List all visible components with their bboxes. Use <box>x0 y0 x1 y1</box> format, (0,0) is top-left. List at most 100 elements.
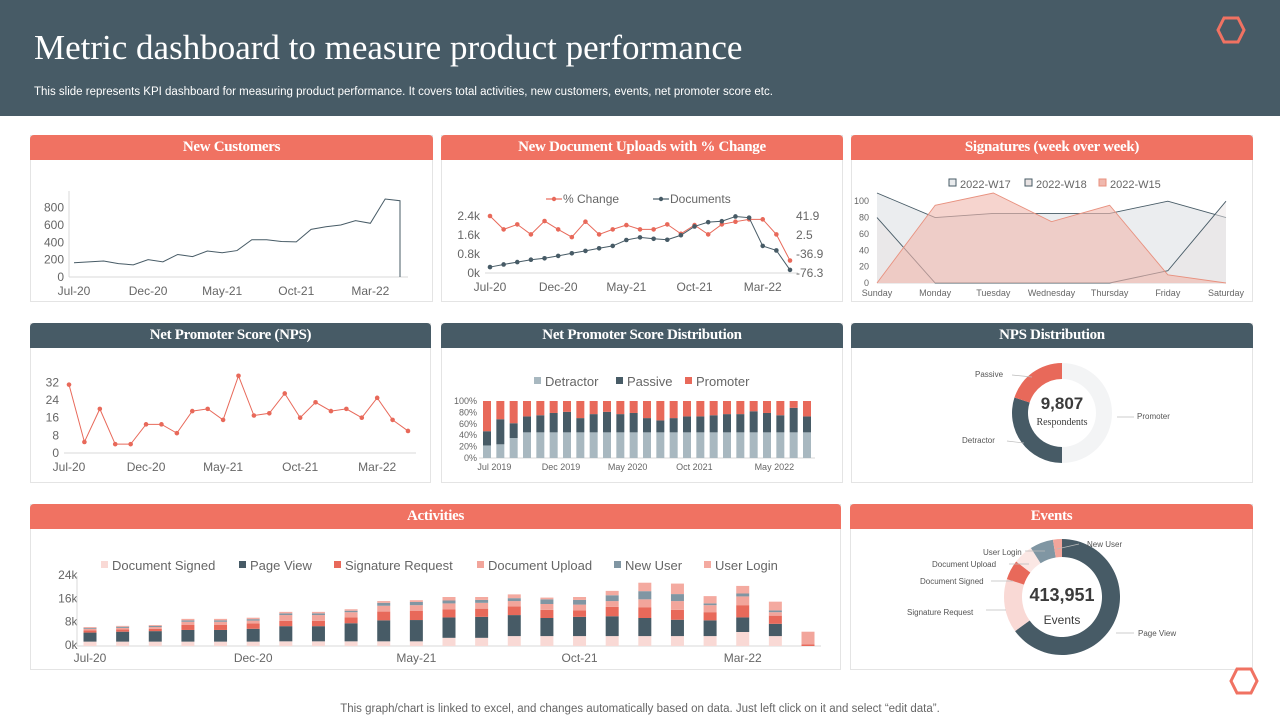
bar-segment-passive <box>763 412 771 433</box>
bar-segment-document-signed <box>311 641 325 646</box>
x-tick-label: Oct-21 <box>677 280 713 294</box>
x-tick-label: Jul-20 <box>474 280 507 294</box>
data-point <box>746 215 752 220</box>
bar-segment-page-view <box>736 617 750 632</box>
data-point <box>97 406 103 412</box>
legend-swatch <box>1098 178 1107 187</box>
bar-segment-page-view <box>148 631 162 642</box>
bar-segment-user-login <box>670 583 684 595</box>
signatures-chart: 0 20 40 60 80 100 Sunday Monday Tuesday Wednesday… <box>854 178 1245 298</box>
legend-swatch <box>704 561 711 568</box>
data-point <box>528 257 534 262</box>
panel-title: Activities <box>30 504 841 529</box>
legend-label: 2022-W15 <box>1110 179 1161 191</box>
y-tick-label: 0.8k <box>457 247 481 261</box>
bar-segment-user-login <box>703 596 717 604</box>
bar-segment-document-upload <box>670 601 684 610</box>
bar-segment-promoter <box>669 401 678 419</box>
data-point <box>774 248 779 253</box>
y-tick-label: 600 <box>44 218 64 232</box>
hexagon-outline-icon <box>1229 667 1259 695</box>
legend-label: % Change <box>563 192 619 206</box>
y-tick-label: 100 <box>854 196 869 206</box>
nps-donut-chart <box>1006 363 1134 463</box>
bar-segment-document-signed <box>638 636 652 646</box>
legend-label: Promoter <box>696 374 750 389</box>
data-point <box>610 227 616 232</box>
signatures-panel: Signatures (week over week) 0 20 40 60 80 100… <box>851 135 1253 302</box>
legend-swatch <box>239 561 246 568</box>
bar-segment-signature-request <box>573 610 587 617</box>
bar-segment-passive <box>496 419 505 445</box>
bar-segment-passive <box>683 416 691 433</box>
bar-segment-signature-request <box>670 609 684 620</box>
bar-segment-promoter <box>803 401 811 417</box>
bar-segment-detractor <box>629 432 638 458</box>
page-title: Metric dashboard to measure product perf… <box>34 28 743 67</box>
data-point <box>705 232 711 237</box>
data-point <box>787 258 793 263</box>
legend-label: Page View <box>250 558 313 573</box>
bar-segment-passive <box>723 414 731 433</box>
bar-segment-page-view <box>181 629 195 642</box>
bar-segment-detractor <box>536 432 545 458</box>
bar-segment-user-login <box>605 590 619 596</box>
bar-segment-passive <box>709 415 718 433</box>
bar-segment-detractor <box>669 432 678 458</box>
y-tick-label: 100% <box>454 396 477 406</box>
series-area <box>877 193 1226 283</box>
y-tick-label: 40% <box>459 430 477 440</box>
data-point <box>501 227 506 232</box>
data-point <box>610 243 616 249</box>
y2-tick-label: 2.5 <box>796 228 813 242</box>
bar-segment-signature-request <box>214 624 228 630</box>
bar-segment-user-login <box>736 585 750 594</box>
legend-swatch <box>334 561 341 568</box>
bar-segment-page-view <box>377 620 391 642</box>
donut-total-label: Events <box>1043 613 1081 627</box>
y-tick-label: 24 <box>46 393 60 407</box>
bar-segment-document-upload <box>768 612 782 616</box>
y2-tick-label: -76.3 <box>796 266 824 280</box>
legend-label: 2022-W17 <box>960 179 1011 191</box>
data-point <box>637 235 643 240</box>
series-line <box>876 192 1227 284</box>
y-tick-label: 16 <box>46 411 60 425</box>
activities-panel: Activities 0k 8k 16k 24k Jul-20 Dec-20 May-21 O… <box>30 504 841 670</box>
bar-segment-document-upload <box>475 602 489 609</box>
y-tick-label: 0 <box>864 278 869 288</box>
bar-segment-new-user <box>377 602 391 606</box>
bar-segment-document-signed <box>409 641 423 646</box>
data-point <box>583 219 588 224</box>
activities-chart: 0k 8k 16k 24k Jul-20 Dec-20 May-21 Oct-21 Mar-22… <box>58 558 821 665</box>
bar-segment-page-view <box>83 632 97 642</box>
y-tick-label: 60% <box>459 419 477 429</box>
bar-segment-page-view <box>246 628 260 642</box>
data-point <box>719 218 725 224</box>
bar-segment-user-login <box>475 597 489 600</box>
bar-segment-new-user <box>507 598 521 602</box>
y-tick-label: 32 <box>46 375 60 389</box>
panel-title: Net Promoter Score Distribution <box>441 323 843 348</box>
y-tick-label: 400 <box>44 235 64 249</box>
data-point <box>760 217 766 222</box>
bar-segment-passive <box>669 418 678 433</box>
x-tick-label: Friday <box>1155 288 1181 298</box>
bar-segment-promoter <box>656 401 665 421</box>
bar-segment-detractor <box>523 432 531 458</box>
data-point <box>528 232 534 237</box>
bar-segment-promoter <box>549 401 558 413</box>
panel-title: New Customers <box>30 135 433 160</box>
bar-segment-new-user <box>736 593 750 597</box>
bar-segment-detractor <box>563 432 571 458</box>
data-point <box>651 236 656 242</box>
donut-label-signature-request: Signature Request <box>907 608 974 617</box>
bar-segment-signature-request <box>736 605 750 618</box>
bar-segment-page-view <box>507 615 521 637</box>
data-point <box>487 213 493 219</box>
y2-tick-label: -36.9 <box>796 247 824 261</box>
donut-label-detractor: Detractor <box>962 436 995 445</box>
y-tick-label: 60 <box>859 229 869 239</box>
bar-segment-promoter <box>749 401 758 412</box>
bar-segment-document-upload <box>703 605 717 613</box>
